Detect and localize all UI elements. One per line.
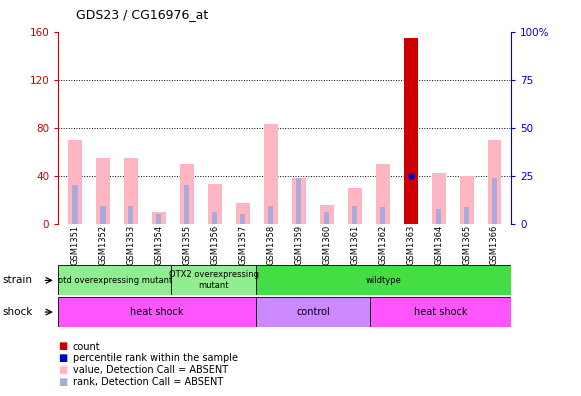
Bar xyxy=(370,297,511,327)
Text: percentile rank within the sample: percentile rank within the sample xyxy=(73,353,238,364)
Text: wildtype: wildtype xyxy=(366,276,401,285)
Text: GSM1365: GSM1365 xyxy=(462,225,471,265)
Bar xyxy=(320,204,333,224)
Text: ■: ■ xyxy=(58,341,67,352)
Text: GSM1355: GSM1355 xyxy=(182,225,191,265)
Text: ■: ■ xyxy=(58,377,67,387)
Text: otd overexpressing mutant: otd overexpressing mutant xyxy=(58,276,172,285)
Bar xyxy=(296,178,302,224)
Text: ■: ■ xyxy=(58,365,67,375)
Bar xyxy=(240,214,245,224)
Text: GSM1357: GSM1357 xyxy=(238,225,248,265)
Bar xyxy=(347,188,361,224)
Text: GSM1353: GSM1353 xyxy=(126,225,135,265)
Text: count: count xyxy=(73,341,101,352)
Bar xyxy=(268,206,274,224)
Text: GSM1354: GSM1354 xyxy=(155,225,163,265)
Text: value, Detection Call = ABSENT: value, Detection Call = ABSENT xyxy=(73,365,228,375)
Text: OTX2 overexpressing
mutant: OTX2 overexpressing mutant xyxy=(169,270,259,290)
Text: GSM1361: GSM1361 xyxy=(350,225,359,265)
Text: heat shock: heat shock xyxy=(131,307,184,317)
Text: control: control xyxy=(296,307,330,317)
Bar xyxy=(352,206,357,224)
Text: GSM1359: GSM1359 xyxy=(294,225,303,265)
Text: heat shock: heat shock xyxy=(414,307,467,317)
Text: GSM1352: GSM1352 xyxy=(98,225,107,265)
Bar xyxy=(324,212,329,224)
Bar xyxy=(380,207,385,224)
Bar xyxy=(180,164,194,224)
Bar xyxy=(492,178,497,224)
Bar xyxy=(124,158,138,224)
Bar xyxy=(264,124,278,224)
Text: GSM1363: GSM1363 xyxy=(406,225,415,265)
Bar xyxy=(68,140,82,224)
Text: shock: shock xyxy=(3,307,33,317)
Bar xyxy=(256,297,370,327)
Bar xyxy=(404,38,418,224)
Text: GSM1366: GSM1366 xyxy=(490,225,499,265)
Text: GSM1364: GSM1364 xyxy=(434,225,443,265)
Bar xyxy=(236,203,250,224)
Bar xyxy=(408,176,413,224)
Bar xyxy=(212,212,217,224)
Bar xyxy=(100,206,106,224)
Text: GSM1360: GSM1360 xyxy=(322,225,331,265)
Bar xyxy=(58,297,256,327)
Point xyxy=(406,173,415,179)
Text: GSM1356: GSM1356 xyxy=(210,225,219,265)
Bar xyxy=(96,158,110,224)
Text: ■: ■ xyxy=(58,353,67,364)
Bar xyxy=(156,214,162,224)
Bar xyxy=(184,185,189,224)
Text: rank, Detection Call = ABSENT: rank, Detection Call = ABSENT xyxy=(73,377,223,387)
Bar xyxy=(487,140,501,224)
Text: strain: strain xyxy=(3,275,33,286)
Bar xyxy=(72,185,77,224)
Text: GDS23 / CG16976_at: GDS23 / CG16976_at xyxy=(76,8,208,21)
Bar xyxy=(128,206,134,224)
Bar xyxy=(171,265,256,295)
Bar xyxy=(256,265,511,295)
Bar xyxy=(436,209,441,224)
Text: GSM1351: GSM1351 xyxy=(70,225,80,265)
Text: GSM1362: GSM1362 xyxy=(378,225,387,265)
Bar xyxy=(464,207,469,224)
Bar xyxy=(460,176,474,224)
Bar xyxy=(292,178,306,224)
Bar xyxy=(432,173,446,224)
Bar xyxy=(404,38,418,224)
Bar xyxy=(58,265,171,295)
Bar xyxy=(208,184,222,224)
Text: GSM1358: GSM1358 xyxy=(266,225,275,265)
Bar xyxy=(152,212,166,224)
Bar xyxy=(375,164,390,224)
